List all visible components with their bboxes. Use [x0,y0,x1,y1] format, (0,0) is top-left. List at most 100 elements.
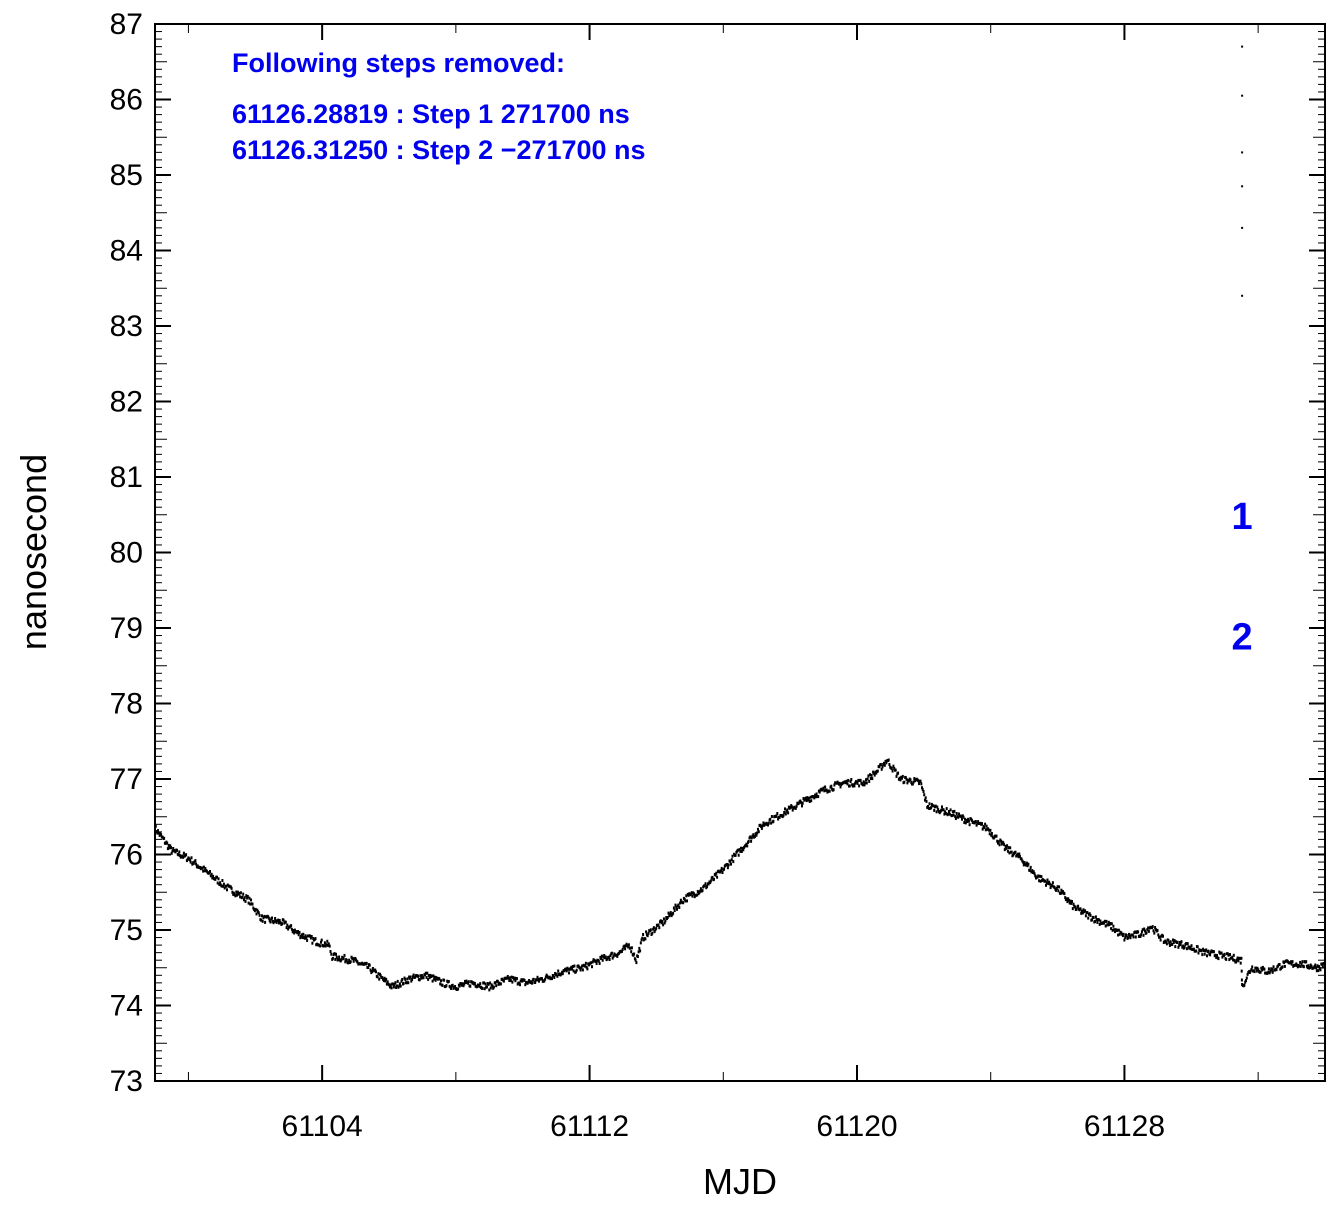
data-point [996,839,999,843]
data-point [1215,955,1218,959]
data-point [898,776,901,780]
data-point [1004,844,1007,848]
data-point [420,976,423,980]
data-point [920,782,923,786]
data-point [814,793,817,797]
data-point [770,815,773,818]
data-point [1240,978,1243,982]
data-point [677,903,680,907]
data-point [1272,965,1275,969]
data-point [371,970,374,973]
data-point [1087,916,1090,920]
data-point [903,780,906,784]
data-point [921,786,923,790]
data-point [1074,905,1077,909]
data-point [261,914,263,918]
data-point [935,810,938,814]
data-point [1174,945,1177,949]
data-point [621,948,624,951]
data-point [189,858,191,862]
data-point [169,844,172,848]
data-point [172,847,175,850]
data-point [368,963,371,967]
data-point [524,983,527,987]
data-point [1237,959,1240,963]
data-point [487,982,490,986]
data-point [639,941,642,945]
data-point [726,863,729,866]
data-point [818,790,821,794]
data-point [927,806,930,810]
data-point [823,789,826,793]
data-point [344,960,347,964]
data-point [365,961,368,965]
data-point [716,875,719,879]
data-point [1201,953,1204,957]
data-point [1227,953,1230,957]
data-point [894,768,897,772]
data-point [954,817,957,820]
data-point [801,804,803,808]
data-point [676,907,678,911]
data-point [473,981,476,985]
data-point [804,796,807,800]
data-point [302,932,305,936]
data-point [1321,962,1323,966]
data-point [1116,928,1119,932]
data-point [1167,938,1170,942]
data-point [865,781,868,785]
data-point [447,980,450,983]
data-point [696,889,699,893]
data-point [1205,948,1208,952]
data-point [1267,967,1270,971]
data-point [552,974,555,978]
data-point [407,981,410,985]
data-point [1053,886,1056,889]
data-point [924,796,927,800]
x-tick-label: 61104 [282,1110,363,1143]
data-point [1180,940,1183,944]
data-point [409,975,412,979]
data-point [440,979,442,983]
step-markers: 12 [1232,496,1253,659]
data-point [1271,967,1273,971]
data-point [185,853,188,857]
y-tick-label: 76 [110,839,143,872]
data-point [686,899,688,903]
y-tick-label: 84 [110,235,143,268]
data-point [919,779,922,783]
data-point [600,957,603,961]
data-point [389,985,391,989]
data-point [597,959,600,963]
data-point [1099,919,1102,923]
data-point [379,974,382,978]
data-point [663,921,666,925]
data-point [211,876,214,880]
data-point [730,862,732,866]
data-point [646,934,649,938]
data-point [352,957,354,961]
data-point [1089,913,1092,917]
data-point [669,911,672,915]
data-point [1245,976,1248,980]
data-point [561,972,564,976]
data-point [1156,928,1159,932]
data-point [967,819,970,823]
data-point [782,813,785,817]
data-point [1185,942,1188,945]
data-point [489,986,492,990]
data-point [404,977,407,981]
data-point [701,889,704,893]
data-point [306,938,309,942]
data-point [875,771,878,775]
data-point [1196,945,1199,949]
data-point [385,982,388,986]
data-point [1118,932,1121,936]
data-point [192,861,195,865]
data-point [1140,933,1143,937]
y-tick-label: 77 [110,763,143,796]
data-point [438,977,441,981]
data-point [704,882,707,886]
x-tick-label: 61120 [816,1110,897,1143]
data-point [174,850,177,854]
